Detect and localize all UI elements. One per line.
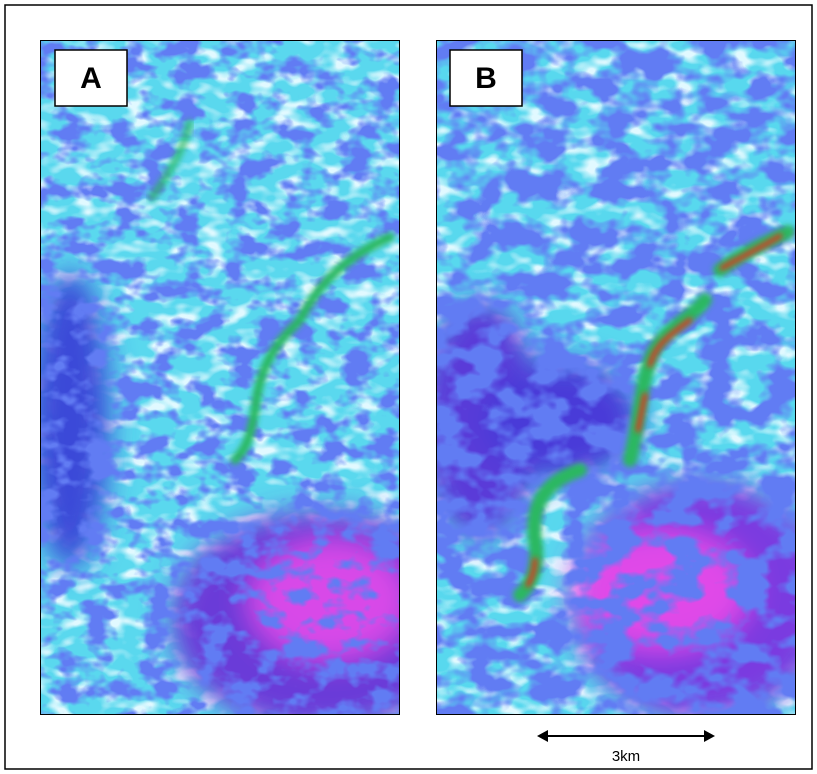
panel-b-image [420, 40, 817, 720]
panel-label: B [475, 62, 497, 95]
page: A B 3km (() => { const data = JSON.parse… [0, 0, 817, 774]
panel-label: A [80, 62, 102, 95]
panel-a-image [30, 40, 470, 730]
scale-bar [537, 730, 715, 742]
figure: A B 3km [0, 0, 817, 774]
scale-label: 3km [612, 748, 640, 765]
